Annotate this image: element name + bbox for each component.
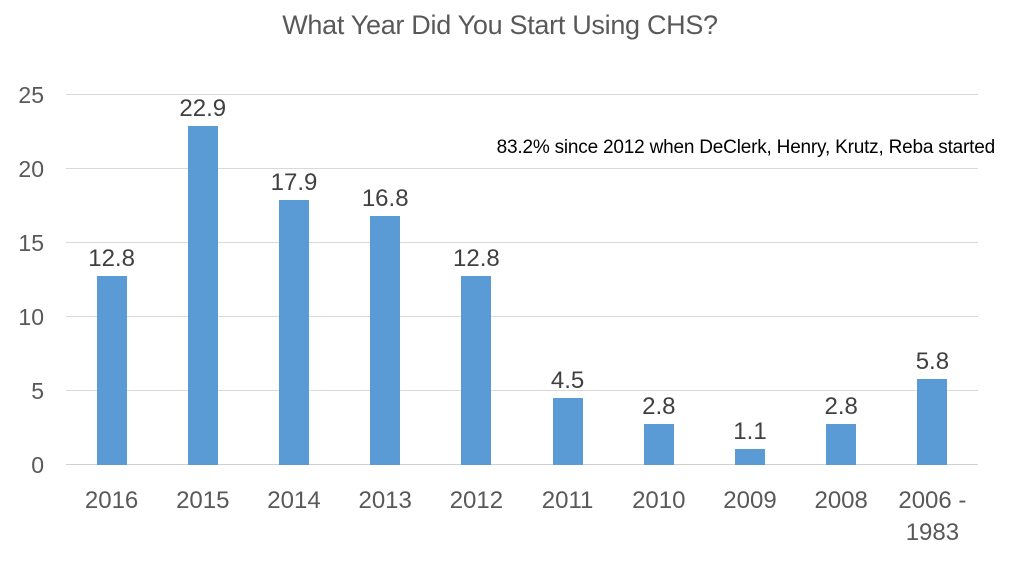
y-tick-label: 10: [18, 304, 44, 330]
value-label: 16.8: [361, 185, 409, 213]
x-tick-label: 2008: [814, 487, 868, 514]
bar: [826, 423, 857, 465]
x-axis-line: [66, 464, 978, 465]
y-tick-label: 25: [18, 82, 44, 108]
x-tick-label: 2009: [723, 487, 777, 514]
value-label: 2.8: [642, 392, 676, 420]
bar: [917, 379, 948, 465]
bar: [96, 275, 127, 465]
gridline: [66, 94, 978, 95]
bar: [552, 398, 583, 465]
x-tick-label: 2015: [176, 487, 230, 514]
value-label: 12.8: [453, 244, 500, 272]
chart-annotation: 83.2% since 2012 when DeClerk, Henry, Kr…: [496, 137, 996, 158]
gridline: [66, 390, 978, 391]
y-tick-label: 15: [18, 230, 44, 256]
y-axis: 0 5 10 15 20 25: [0, 82, 44, 478]
gridline: [66, 168, 978, 169]
value-label: 1.1: [733, 417, 767, 445]
bar: [643, 423, 674, 465]
value-label: 12.8: [88, 244, 135, 272]
bar: [187, 126, 218, 465]
bar: [279, 200, 309, 465]
bar: [461, 275, 492, 465]
value-label: 17.9: [270, 169, 318, 197]
x-tick-label: 2012: [449, 487, 504, 514]
x-tick-label: 2016: [84, 487, 139, 514]
value-label: 5.8: [915, 348, 950, 376]
value-label: 2.8: [824, 392, 858, 420]
x-tick-label: 2014: [267, 487, 321, 514]
y-tick-label: 0: [31, 452, 44, 478]
bar: [735, 448, 765, 465]
y-tick-label: 20: [18, 156, 44, 182]
value-label: 4.5: [550, 367, 585, 395]
y-tick-label: 5: [31, 378, 44, 404]
bar: [370, 216, 401, 465]
x-tick-label: 2006 - 1983: [898, 487, 967, 546]
value-label: 22.9: [179, 95, 227, 123]
gridline: [66, 242, 978, 243]
gridline: [66, 316, 978, 317]
x-tick-label: 2010: [632, 487, 686, 514]
x-tick-label: 2013: [358, 487, 412, 514]
x-tick-label: 2011: [541, 487, 594, 514]
plot-area: 12.8 2016 22.9 2015 17.9 2014 16.8 2013 12.8 2012…: [66, 94, 978, 546]
chart-title: What Year Did You Start Using CHS?: [282, 10, 718, 40]
